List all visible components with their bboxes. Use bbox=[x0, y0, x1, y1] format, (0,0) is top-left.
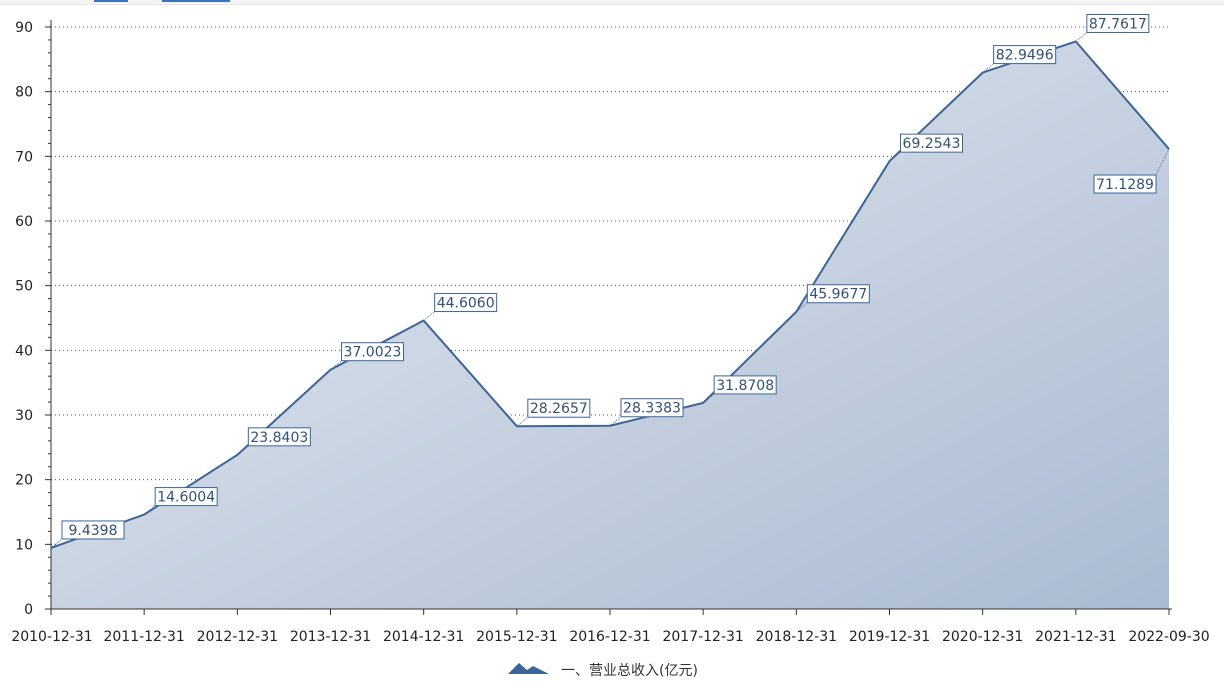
data-label-leader bbox=[330, 360, 342, 371]
toolbar-tab-indicator[interactable] bbox=[162, 0, 230, 2]
x-tick-label: 2018-12-31 bbox=[756, 629, 837, 645]
legend[interactable]: 一、营业总收入(亿元) bbox=[508, 663, 698, 679]
legend-label[interactable]: 一、营业总收入(亿元) bbox=[561, 663, 698, 679]
data-label-leader bbox=[982, 63, 994, 73]
y-tick-label: 50 bbox=[15, 279, 33, 295]
data-label-box bbox=[993, 45, 1057, 65]
x-tick-label: 2021-12-31 bbox=[1035, 629, 1116, 645]
data-label: 87.7617 bbox=[1089, 16, 1147, 32]
x-tick-label: 2012-12-31 bbox=[197, 629, 278, 645]
y-tick-label: 40 bbox=[15, 343, 33, 359]
data-label-leader bbox=[516, 416, 529, 427]
data-label-leader bbox=[143, 505, 156, 515]
area-fill bbox=[51, 41, 1169, 609]
x-tick-label: 2014-12-31 bbox=[383, 629, 464, 645]
data-label-box bbox=[806, 284, 870, 304]
data-label-leader bbox=[702, 393, 715, 404]
data-label-leader bbox=[889, 151, 901, 162]
x-tick-label: 2017-12-31 bbox=[662, 629, 743, 645]
data-label-box bbox=[620, 398, 684, 418]
x-tick-label: 2015-12-31 bbox=[476, 629, 557, 645]
data-label: 45.9677 bbox=[809, 287, 867, 303]
x-tick-label: 2013-12-31 bbox=[290, 629, 371, 645]
data-label-box bbox=[527, 398, 591, 418]
data-label: 37.0023 bbox=[344, 345, 402, 361]
area-layer bbox=[50, 40, 1170, 609]
data-label: 44.6060 bbox=[437, 296, 495, 312]
data-label: 31.8708 bbox=[716, 378, 774, 394]
data-label-box bbox=[1086, 13, 1150, 33]
data-label: 71.1289 bbox=[1096, 177, 1154, 193]
data-label-box bbox=[154, 487, 218, 507]
x-tick-label: 2022-09-30 bbox=[1128, 629, 1209, 645]
data-label-box bbox=[434, 293, 498, 313]
x-tick-label: 2011-12-31 bbox=[103, 629, 184, 645]
data-label: 28.2657 bbox=[530, 401, 588, 417]
data-label-box bbox=[713, 375, 777, 395]
data-label-box bbox=[341, 342, 404, 362]
x-tick-label: 2020-12-31 bbox=[942, 629, 1023, 645]
data-label: 82.9496 bbox=[996, 48, 1054, 64]
y-tick-label: 10 bbox=[15, 537, 33, 553]
y-tick-label: 0 bbox=[24, 602, 33, 618]
y-tick-label: 90 bbox=[15, 20, 33, 36]
data-label-leader bbox=[1075, 32, 1088, 42]
data-label-box bbox=[61, 520, 125, 540]
data-label-box bbox=[900, 133, 963, 153]
data-label-leader bbox=[237, 445, 249, 456]
data-label: 69.2543 bbox=[903, 136, 961, 152]
data-label-box bbox=[1093, 174, 1157, 194]
x-tick-label: 2010-12-31 bbox=[11, 629, 92, 645]
x-tick-label: 2016-12-31 bbox=[569, 629, 650, 645]
legend-area-icon[interactable] bbox=[508, 663, 549, 674]
data-label-box bbox=[247, 427, 311, 447]
data-label: 23.8403 bbox=[250, 430, 308, 446]
toolbar-tab-indicator[interactable] bbox=[94, 0, 128, 2]
y-tick-label: 70 bbox=[15, 149, 33, 165]
data-label-leader bbox=[50, 538, 63, 549]
data-label: 28.3383 bbox=[623, 401, 681, 417]
y-tick-label: 80 bbox=[15, 85, 33, 101]
data-label: 14.6004 bbox=[157, 490, 215, 506]
y-tick-label: 30 bbox=[15, 408, 33, 424]
y-tick-label: 60 bbox=[15, 214, 33, 230]
y-tick-label: 20 bbox=[15, 473, 33, 489]
data-labels: 9.4398 14.6004 23.8403 37.0023 44.6060 28.265… bbox=[50, 13, 1170, 549]
top-toolbar-strip bbox=[0, 0, 1224, 5]
data-label-leader bbox=[796, 302, 808, 313]
data-label: 9.4398 bbox=[69, 523, 118, 539]
x-tick-label: 2019-12-31 bbox=[849, 629, 930, 645]
axes: 0 10 20 30 40 50 60 70 80 90 2010-12-31 2011-12-31 2… bbox=[11, 20, 1210, 645]
data-label-leader bbox=[423, 311, 435, 321]
data-label-leader bbox=[609, 416, 622, 427]
data-label-leader bbox=[1155, 148, 1170, 176]
